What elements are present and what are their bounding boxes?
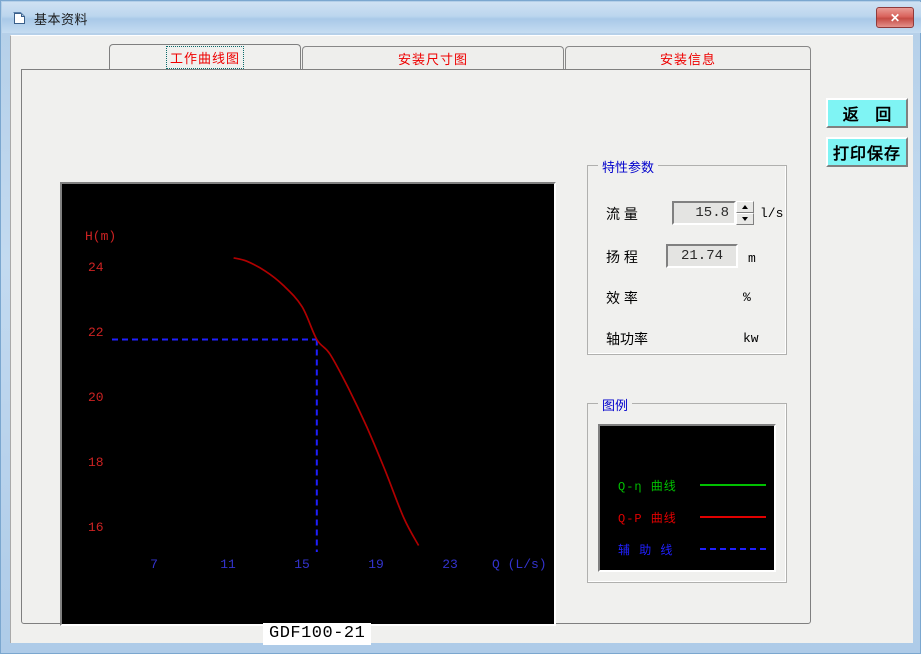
x-axis-title: Q (L/s) <box>492 557 547 572</box>
legend-swatch-auxiliary <box>700 548 766 550</box>
spinner-up-button[interactable] <box>736 201 754 213</box>
unit-shaft-power: kw <box>743 331 759 346</box>
x-tick-label: 23 <box>442 557 458 572</box>
unit-head: m <box>748 251 756 266</box>
y-tick-label: 20 <box>88 390 104 405</box>
pump-model-label: GDF100-21 <box>263 623 372 645</box>
group-title-legend: 图例 <box>598 395 633 414</box>
qp-curve-path <box>233 257 420 546</box>
y-tick-label: 22 <box>88 325 104 340</box>
tab-label: 安装尺寸图 <box>397 52 468 67</box>
close-icon: ✕ <box>889 10 901 25</box>
tab-installation-info[interactable]: 安装信息 <box>565 46 811 70</box>
tab-installation-dimensions[interactable]: 安装尺寸图 <box>302 46 564 70</box>
label-flow: 流 量 <box>606 206 638 222</box>
print-save-button[interactable]: 打印保存 <box>826 137 908 167</box>
tab-page-working-curve: H(m) 24 22 20 18 16 7 11 15 19 23 Q (L/s… <box>21 69 811 645</box>
legend-label-q-p: Q-P 曲线 <box>618 512 677 526</box>
y-axis-title: H(m) <box>85 229 116 244</box>
legend-swatch-q-eta <box>700 484 766 486</box>
flow-spinner[interactable] <box>736 201 754 225</box>
group-title-parameters: 特性参数 <box>598 157 659 176</box>
legend-label-q-eta: Q-η 曲线 <box>618 480 677 494</box>
chart-canvas: H(m) 24 22 20 18 16 7 11 15 19 23 Q (L/s… <box>62 184 554 624</box>
legend-canvas: Q-η 曲线 Q-P 曲线 辅 助 线 <box>598 424 776 572</box>
x-tick-label: 15 <box>294 557 310 572</box>
x-tick-label: 11 <box>220 557 236 572</box>
document-icon <box>13 12 25 24</box>
title-bar: 基本资料 ✕ <box>2 2 921 33</box>
y-tick-label: 24 <box>88 260 104 275</box>
tab-working-curve[interactable]: 工作曲线图 <box>109 44 301 70</box>
chevron-down-icon <box>742 217 748 221</box>
chart-background <box>62 184 554 624</box>
client-area: 工作曲线图 安装尺寸图 安装信息 H(m) 24 22 20 <box>10 35 913 645</box>
characteristic-parameters-group: 特性参数 流 量 15.8 l/s 扬 程 21.74 m 效 率 % <box>587 157 787 355</box>
unit-efficiency: % <box>743 290 751 305</box>
x-tick-label: 19 <box>368 557 384 572</box>
tab-label: 安装信息 <box>659 52 716 67</box>
head-value-field: 21.74 <box>666 244 738 268</box>
tab-label: 工作曲线图 <box>165 46 244 69</box>
y-tick-label: 18 <box>88 455 104 470</box>
unit-flow: l/s <box>760 206 784 221</box>
legend-swatch-q-p <box>700 516 766 518</box>
label-efficiency: 效 率 <box>606 290 638 306</box>
legend-label-auxiliary: 辅 助 线 <box>618 544 674 558</box>
flow-value-field[interactable]: 15.8 <box>672 201 736 225</box>
tab-strip: 工作曲线图 安装尺寸图 安装信息 <box>21 44 811 70</box>
label-shaft-power: 轴功率 <box>606 331 648 347</box>
legend-group: 图例 Q-η 曲线 Q-P 曲线 辅 助 线 <box>587 395 787 583</box>
y-tick-label: 16 <box>88 520 104 535</box>
label-head: 扬 程 <box>606 249 638 265</box>
spinner-down-button[interactable] <box>736 213 754 225</box>
close-button[interactable]: ✕ <box>876 7 914 28</box>
return-button[interactable]: 返 回 <box>826 98 908 128</box>
window-title: 基本资料 <box>34 12 89 27</box>
pump-curve-chart: H(m) 24 22 20 18 16 7 11 15 19 23 Q (L/s… <box>60 182 556 645</box>
chevron-up-icon <box>742 205 748 209</box>
x-tick-label: 7 <box>150 557 158 572</box>
